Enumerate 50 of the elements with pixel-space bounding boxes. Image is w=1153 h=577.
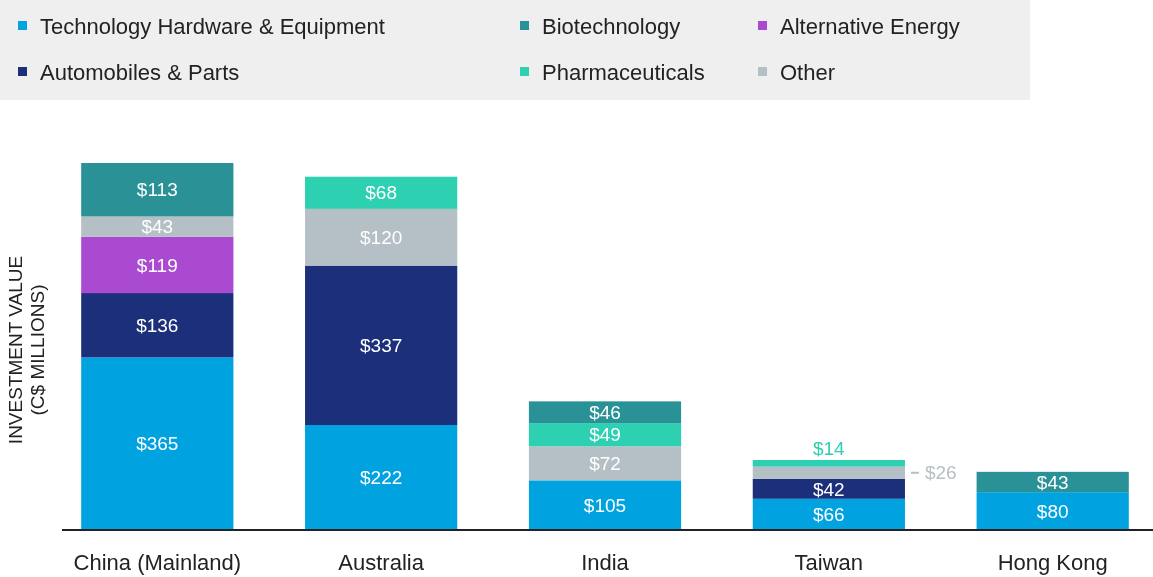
bar — [81, 216, 234, 237]
data-label: $68 — [365, 182, 397, 204]
legend-label: Other — [780, 59, 836, 85]
x-tick-label: Taiwan — [794, 549, 864, 575]
bar — [752, 498, 905, 530]
bar — [305, 208, 458, 266]
x-tick-label: China (Mainland) — [73, 549, 242, 575]
data-label: $42 — [813, 478, 845, 500]
legend-label: Pharmaceuticals — [542, 59, 705, 85]
legend-label: Automobiles & Parts — [40, 59, 240, 85]
bar — [305, 265, 458, 426]
data-label: $120 — [360, 226, 403, 248]
data-label: $26 — [924, 462, 957, 484]
bar — [752, 478, 905, 499]
bar — [752, 460, 905, 467]
x-tick-label: Australia — [338, 549, 425, 575]
data-label: $80 — [1036, 500, 1069, 522]
legend-label: Technology Hardware & Equipment — [40, 13, 385, 39]
data-label: $49 — [589, 424, 621, 446]
data-label: $46 — [589, 401, 621, 423]
bar — [528, 401, 682, 424]
bar — [976, 471, 1129, 493]
y-axis-title: INVESTMENT VALUE (C$ MILLIONS) — [5, 255, 48, 445]
bar — [528, 446, 682, 481]
bar — [81, 163, 234, 217]
data-label: $337 — [360, 334, 403, 356]
bar — [305, 425, 458, 530]
data-label: $119 — [136, 254, 178, 276]
data-label: $222 — [360, 467, 403, 489]
bar — [528, 423, 682, 447]
data-label: $43 — [1036, 471, 1069, 493]
data-label: $66 — [813, 504, 845, 526]
bar — [81, 236, 234, 294]
bar — [528, 480, 682, 530]
bar — [976, 492, 1129, 530]
data-label: $14 — [813, 438, 846, 460]
legend-label: Alternative Energy — [780, 13, 960, 39]
bar — [305, 176, 458, 209]
x-tick-label: India — [581, 549, 630, 575]
data-label: $105 — [583, 494, 627, 516]
data-label: $365 — [136, 433, 179, 455]
bar — [81, 293, 234, 358]
bar — [81, 357, 234, 530]
legend-label: Biotechnology — [542, 13, 681, 39]
data-label: $136 — [136, 314, 179, 336]
bar — [752, 466, 905, 479]
data-label: $72 — [589, 452, 621, 474]
data-label: $113 — [136, 179, 178, 201]
data-label: $43 — [141, 216, 174, 238]
x-tick-label: Hong Kong — [997, 549, 1108, 575]
